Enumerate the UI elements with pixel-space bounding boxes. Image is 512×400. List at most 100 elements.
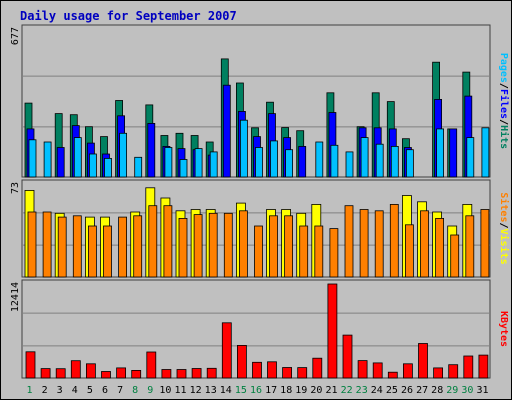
- bar-kbytes-day-20: [312, 357, 323, 379]
- x-tick-label: 9: [147, 385, 153, 396]
- x-tick-label: 3: [57, 385, 63, 396]
- bar-sites-day-22: [344, 205, 354, 278]
- y-max-label: 677: [10, 27, 21, 45]
- bar-sites-day-8: [133, 215, 143, 278]
- bar-sites-day-16: [254, 225, 263, 278]
- bar-kbytes-day-5: [86, 363, 96, 379]
- x-tick-label: 31: [476, 385, 488, 396]
- side-legend-label: Pages/Files/Hits: [498, 53, 510, 149]
- bar-kbytes-day-16: [252, 361, 262, 379]
- x-tick-label: 8: [132, 385, 138, 396]
- bar-sites-day-13: [208, 212, 218, 278]
- x-axis-day-labels: 1 2 3 4 5 6 7 8 9 10 11 12 13 14 15 16 17 18 19 20 21 22 23 24 2…: [26, 385, 488, 396]
- bar-pages-day-24: [375, 143, 384, 178]
- bar-pages-day-6: [104, 157, 112, 178]
- panel-plot-area: [21, 279, 491, 379]
- bar-pages-day-25: [390, 145, 399, 178]
- y-max-label: 12414: [10, 282, 21, 312]
- x-tick-label: 26: [401, 385, 413, 396]
- bar-pages-day-2: [43, 141, 52, 178]
- bar-sites-day-15: [238, 210, 248, 278]
- bar-files-day-9: [147, 123, 156, 178]
- side-legend-part: /: [498, 83, 509, 89]
- side-legend-part: Hits: [498, 125, 510, 149]
- side-legend-part: /: [498, 222, 509, 228]
- x-tick-label: 4: [72, 385, 78, 396]
- bar-kbytes-day-31: [478, 354, 489, 379]
- x-tick-label: 11: [174, 385, 186, 396]
- x-tick-label: 27: [416, 385, 428, 396]
- bar-sites-day-4: [72, 215, 82, 278]
- bar-sites-day-29: [450, 234, 460, 278]
- bar-pages-day-30: [466, 137, 475, 178]
- bar-files-day-14: [222, 84, 231, 178]
- bar-pages-day-28: [436, 128, 445, 178]
- bar-pages-day-26: [405, 149, 414, 178]
- bar-files-day-19: [298, 145, 307, 178]
- bar-pages-day-18: [285, 149, 294, 178]
- bar-sites-day-30: [465, 215, 475, 278]
- bar-kbytes-day-7: [116, 367, 126, 379]
- side-legend-part: Files: [498, 89, 510, 119]
- x-tick-label: 7: [117, 385, 123, 396]
- series-sites: [27, 203, 490, 278]
- x-tick-label: 10: [159, 385, 171, 396]
- x-tick-label: 18: [280, 385, 292, 396]
- bar-kbytes-day-23: [357, 360, 368, 379]
- bar-pages-day-8: [134, 156, 143, 178]
- bar-pages-day-17: [270, 140, 278, 178]
- bar-kbytes-day-26: [402, 363, 413, 379]
- side-legend-part: Pages: [498, 53, 509, 83]
- bar-sites-day-23: [359, 209, 369, 278]
- x-tick-label: 5: [87, 385, 93, 396]
- bar-pages-day-31: [481, 127, 490, 178]
- bar-sites-day-14: [223, 212, 233, 278]
- bar-sites-day-12: [193, 214, 203, 278]
- bar-kbytes-day-21: [327, 283, 338, 379]
- bar-kbytes-day-9: [146, 351, 157, 379]
- x-tick-label: 17: [265, 385, 277, 396]
- bar-kbytes-day-6: [101, 371, 111, 379]
- bar-pages-day-23: [360, 137, 369, 178]
- x-tick-label: 6: [102, 385, 108, 396]
- bar-pages-day-4: [73, 137, 82, 178]
- bar-sites-day-9: [148, 205, 158, 278]
- x-tick-label: 2: [42, 385, 48, 396]
- side-legend-part: KBytes: [498, 311, 509, 347]
- y-max-label: 73: [10, 182, 21, 194]
- bar-sites-day-18: [284, 215, 294, 278]
- bar-kbytes-day-28: [433, 367, 444, 379]
- bar-sites-day-6: [103, 225, 112, 278]
- bar-kbytes-day-12: [191, 368, 202, 379]
- x-tick-label: 21: [325, 385, 337, 396]
- bar-sites-day-10: [163, 205, 173, 278]
- bar-kbytes-day-2: [40, 368, 51, 379]
- x-tick-label: 28: [431, 385, 443, 396]
- bar-pages-day-12: [194, 148, 203, 178]
- bar-sites-day-26: [404, 224, 414, 278]
- bar-kbytes-day-4: [70, 360, 81, 379]
- bar-pages-day-15: [239, 119, 248, 178]
- bar-sites-day-25: [389, 203, 399, 278]
- bar-pages-day-7: [119, 132, 127, 178]
- bar-sites-day-5: [88, 225, 97, 278]
- chart-title: Daily usage for September 2007: [20, 9, 237, 23]
- bar-sites-day-28: [435, 217, 445, 278]
- bar-pages-day-13: [209, 151, 218, 178]
- bar-sites-day-3: [57, 216, 67, 278]
- x-tick-label: 24: [371, 385, 383, 396]
- bar-kbytes-day-1: [25, 351, 36, 379]
- bar-kbytes-day-25: [387, 371, 398, 379]
- side-legend-part: Sites: [498, 192, 510, 222]
- side-legend-label: KBytes: [498, 311, 509, 347]
- bar-sites-day-1: [27, 211, 37, 278]
- bar-pages-day-11: [179, 159, 188, 178]
- side-legend-part: Visits: [498, 229, 510, 265]
- bar-sites-day-20: [314, 225, 324, 278]
- bar-sites-day-17: [269, 215, 278, 278]
- bar-kbytes-day-29: [448, 364, 459, 379]
- x-tick-label: 19: [295, 385, 307, 396]
- x-tick-label: 14: [220, 385, 232, 396]
